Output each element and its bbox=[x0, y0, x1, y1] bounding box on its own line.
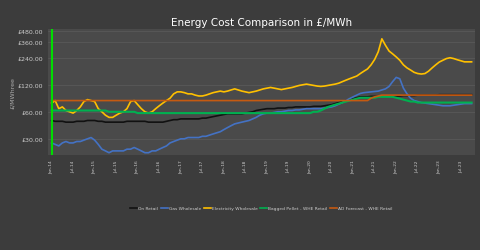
Bagged Pellet - WHE Retail bbox=[375, 96, 381, 99]
AD Forecast - WHE Retail bbox=[339, 100, 345, 103]
On Retail bbox=[383, 96, 388, 98]
Bagged Pellet - WHE Retail bbox=[386, 96, 392, 99]
AD Forecast - WHE Retail bbox=[383, 94, 388, 97]
Gas Wholesale bbox=[138, 150, 144, 153]
Bagged Pellet - WHE Retail bbox=[96, 110, 101, 112]
Line: Electricity Wholesale: Electricity Wholesale bbox=[51, 40, 472, 118]
On Retail bbox=[138, 120, 144, 123]
Bagged Pellet - WHE Retail bbox=[379, 96, 385, 99]
Y-axis label: £/MWhree: £/MWhree bbox=[10, 77, 15, 108]
AD Forecast - WHE Retail bbox=[372, 96, 378, 99]
Line: On Retail: On Retail bbox=[51, 95, 472, 123]
Electricity Wholesale bbox=[48, 102, 54, 105]
Electricity Wholesale bbox=[469, 61, 475, 64]
Electricity Wholesale bbox=[96, 108, 101, 111]
Gas Wholesale bbox=[375, 90, 381, 93]
Gas Wholesale bbox=[383, 88, 388, 91]
Bagged Pellet - WHE Retail bbox=[343, 101, 349, 104]
On Retail bbox=[63, 121, 69, 124]
Gas Wholesale bbox=[96, 143, 101, 146]
Bagged Pellet - WHE Retail bbox=[469, 102, 475, 105]
AD Forecast - WHE Retail bbox=[96, 100, 101, 103]
Electricity Wholesale bbox=[196, 95, 202, 98]
Bagged Pellet - WHE Retail bbox=[138, 112, 144, 115]
On Retail bbox=[48, 120, 54, 122]
Line: AD Forecast - WHE Retail: AD Forecast - WHE Retail bbox=[51, 96, 472, 101]
AD Forecast - WHE Retail bbox=[135, 100, 141, 103]
Bagged Pellet - WHE Retail bbox=[48, 110, 54, 112]
Gas Wholesale bbox=[48, 142, 54, 145]
AD Forecast - WHE Retail bbox=[48, 100, 54, 103]
Electricity Wholesale bbox=[106, 116, 112, 119]
AD Forecast - WHE Retail bbox=[192, 100, 198, 103]
On Retail bbox=[375, 96, 381, 98]
AD Forecast - WHE Retail bbox=[379, 94, 385, 97]
Gas Wholesale bbox=[393, 76, 399, 80]
On Retail bbox=[469, 94, 475, 97]
Gas Wholesale bbox=[343, 100, 349, 103]
Title: Energy Cost Comparison in £/MWh: Energy Cost Comparison in £/MWh bbox=[171, 18, 352, 28]
On Retail bbox=[436, 94, 442, 97]
Electricity Wholesale bbox=[386, 50, 392, 53]
Electricity Wholesale bbox=[138, 108, 144, 111]
Bagged Pellet - WHE Retail bbox=[196, 112, 202, 115]
Gas Wholesale bbox=[106, 152, 112, 154]
On Retail bbox=[99, 120, 105, 123]
Line: Gas Wholesale: Gas Wholesale bbox=[51, 78, 472, 153]
Bagged Pellet - WHE Retail bbox=[135, 112, 141, 115]
Gas Wholesale bbox=[196, 136, 202, 140]
AD Forecast - WHE Retail bbox=[469, 94, 475, 97]
Line: Bagged Pellet - WHE Retail: Bagged Pellet - WHE Retail bbox=[51, 98, 472, 114]
On Retail bbox=[196, 118, 202, 121]
Legend: On Retail, Gas Wholesale, Electricity Wholesale, Bagged Pellet - WHE Retail, AD : On Retail, Gas Wholesale, Electricity Wh… bbox=[129, 205, 395, 212]
On Retail bbox=[343, 100, 349, 103]
Electricity Wholesale bbox=[375, 51, 381, 54]
Gas Wholesale bbox=[469, 103, 475, 106]
Electricity Wholesale bbox=[343, 79, 349, 82]
Electricity Wholesale bbox=[379, 38, 385, 41]
